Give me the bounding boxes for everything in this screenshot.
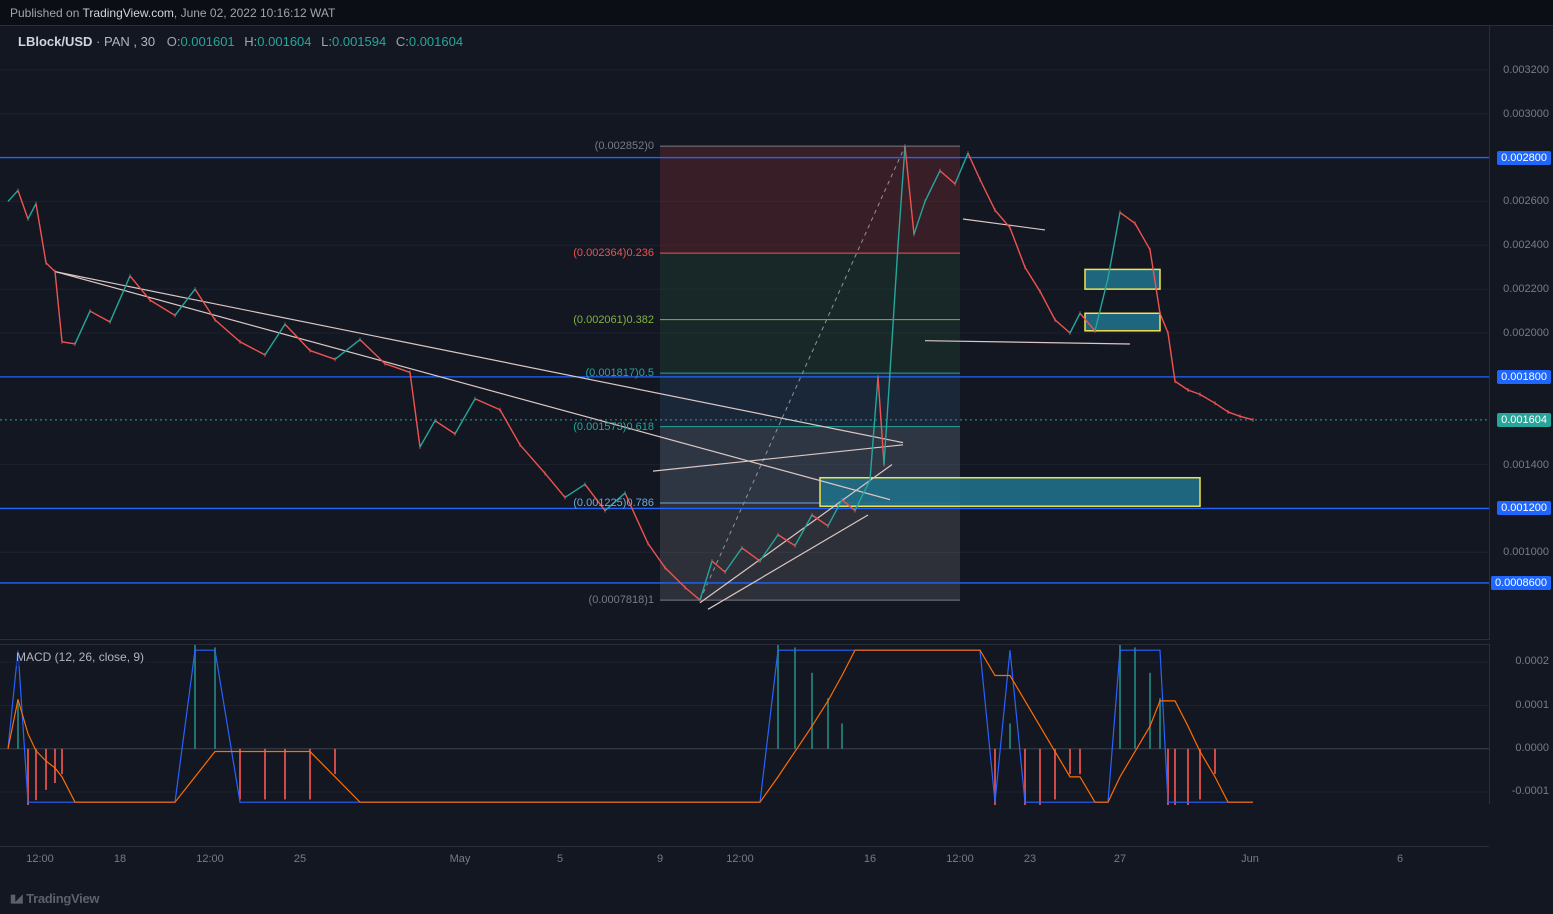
y-tick-label: 0.001604 <box>1497 413 1551 427</box>
price-chart-svg <box>0 26 1489 640</box>
x-tick-label: 12:00 <box>726 853 754 865</box>
pub-site: TradingView.com <box>83 6 174 20</box>
macd-y-tick-label: 0.0001 <box>1515 699 1549 711</box>
publication-bar: Published on TradingView.com, June 02, 2… <box>0 0 1553 26</box>
y-tick-label: 0.002000 <box>1503 327 1549 339</box>
symbol-interval: 30 <box>141 34 155 49</box>
ohlc-low: 0.001594 <box>332 34 386 49</box>
tradingview-watermark: ▮◢ TradingView <box>10 891 99 906</box>
y-tick-label: 0.002600 <box>1503 195 1549 207</box>
symbol-exchange: PAN <box>104 34 130 49</box>
chart-legend: LBlock/USD · PAN , 30 O:0.001601 H:0.001… <box>10 30 477 53</box>
y-tick-label: 0.002200 <box>1503 283 1549 295</box>
x-axis-time[interactable]: 12:00 18 12:00 25 May 5 9 12:00 16 12:00 23 27 Jun 6 <box>0 846 1489 874</box>
y-axis-macd[interactable]: 0.0002 0.0001 0.0000 -0.0001 <box>1489 644 1553 804</box>
x-tick-label: 16 <box>864 853 876 865</box>
x-tick-label: 9 <box>657 853 663 865</box>
x-tick-label: Jun <box>1241 853 1259 865</box>
price-pane[interactable]: 0(0.002852)0.236(0.002364)0.382(0.002061… <box>0 26 1489 640</box>
x-tick-label: 5 <box>557 853 563 865</box>
x-tick-label: 18 <box>114 853 126 865</box>
y-tick-label: 0.001800 <box>1497 370 1551 384</box>
x-tick-label: 25 <box>294 853 306 865</box>
x-tick-label: 27 <box>1114 853 1126 865</box>
chart-container: 0(0.002852)0.236(0.002364)0.382(0.002061… <box>0 26 1553 874</box>
y-tick-label: 0.0008600 <box>1491 576 1551 590</box>
y-tick-label: 0.001200 <box>1497 501 1551 515</box>
x-tick-label: 23 <box>1024 853 1036 865</box>
y-axis-price[interactable]: 0.003200 0.003000 0.002800 0.002600 0.002400… <box>1489 26 1553 640</box>
macd-y-tick-label: 0.0002 <box>1515 655 1549 667</box>
macd-pane[interactable] <box>0 644 1489 804</box>
y-tick-label: 0.003000 <box>1503 108 1549 120</box>
macd-y-tick-label: -0.0001 <box>1512 785 1549 797</box>
macd-chart-svg <box>0 645 1489 805</box>
x-tick-label: 12:00 <box>196 853 224 865</box>
y-tick-label: 0.002400 <box>1503 239 1549 251</box>
ohlc-close: 0.001604 <box>409 34 463 49</box>
y-tick-label: 0.001000 <box>1503 546 1549 558</box>
ohlc-open: 0.001601 <box>180 34 234 49</box>
x-tick-label: 12:00 <box>946 853 974 865</box>
x-tick-label: 6 <box>1397 853 1403 865</box>
pub-prefix: Published on <box>10 6 83 20</box>
symbol-ticker: LBlock/USD <box>18 34 92 49</box>
y-tick-label: 0.003200 <box>1503 64 1549 76</box>
macd-legend: MACD (12, 26, close, 9) <box>10 648 150 666</box>
x-tick-label: May <box>450 853 471 865</box>
macd-y-tick-label: 0.0000 <box>1515 742 1549 754</box>
y-tick-label: 0.001400 <box>1503 459 1549 471</box>
pub-date: June 02, 2022 10:16:12 WAT <box>181 6 336 20</box>
x-tick-label: 12:00 <box>26 853 54 865</box>
ohlc-high: 0.001604 <box>257 34 311 49</box>
y-tick-label: 0.002800 <box>1497 151 1551 165</box>
